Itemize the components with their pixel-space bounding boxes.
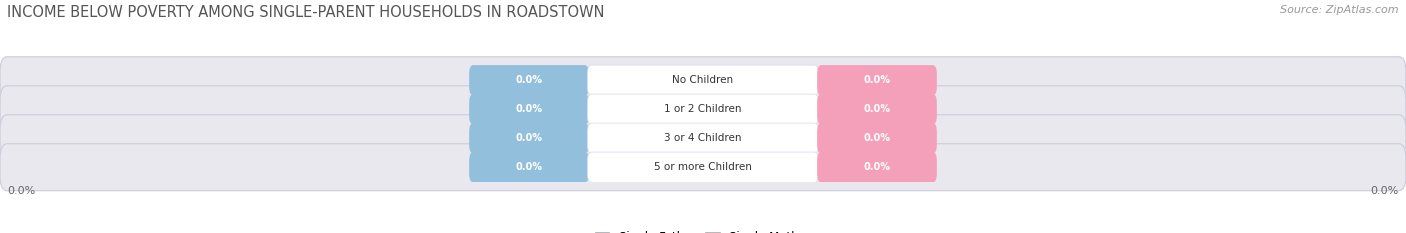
FancyBboxPatch shape: [817, 94, 936, 124]
FancyBboxPatch shape: [470, 65, 589, 96]
FancyBboxPatch shape: [0, 144, 1406, 191]
Text: 0.0%: 0.0%: [516, 104, 543, 114]
FancyBboxPatch shape: [588, 152, 818, 182]
Text: 5 or more Children: 5 or more Children: [654, 162, 752, 172]
FancyBboxPatch shape: [588, 65, 818, 96]
Text: 0.0%: 0.0%: [7, 186, 35, 196]
FancyBboxPatch shape: [470, 94, 589, 124]
FancyBboxPatch shape: [0, 115, 1406, 162]
Text: 0.0%: 0.0%: [516, 133, 543, 143]
Text: 3 or 4 Children: 3 or 4 Children: [664, 133, 742, 143]
FancyBboxPatch shape: [0, 57, 1406, 104]
FancyBboxPatch shape: [470, 152, 589, 182]
Text: 0.0%: 0.0%: [863, 75, 890, 85]
Text: 0.0%: 0.0%: [1371, 186, 1399, 196]
FancyBboxPatch shape: [0, 86, 1406, 133]
Text: 0.0%: 0.0%: [863, 133, 890, 143]
Text: 0.0%: 0.0%: [863, 104, 890, 114]
FancyBboxPatch shape: [588, 123, 818, 153]
FancyBboxPatch shape: [817, 152, 936, 182]
Text: 0.0%: 0.0%: [863, 162, 890, 172]
Text: INCOME BELOW POVERTY AMONG SINGLE-PARENT HOUSEHOLDS IN ROADSTOWN: INCOME BELOW POVERTY AMONG SINGLE-PARENT…: [7, 5, 605, 20]
FancyBboxPatch shape: [817, 123, 936, 153]
Text: Source: ZipAtlas.com: Source: ZipAtlas.com: [1281, 5, 1399, 15]
FancyBboxPatch shape: [588, 94, 818, 124]
Text: 0.0%: 0.0%: [516, 75, 543, 85]
FancyBboxPatch shape: [470, 123, 589, 153]
Text: 0.0%: 0.0%: [516, 162, 543, 172]
Text: 1 or 2 Children: 1 or 2 Children: [664, 104, 742, 114]
Legend: Single Father, Single Mother: Single Father, Single Mother: [595, 231, 811, 233]
Text: No Children: No Children: [672, 75, 734, 85]
FancyBboxPatch shape: [817, 65, 936, 96]
